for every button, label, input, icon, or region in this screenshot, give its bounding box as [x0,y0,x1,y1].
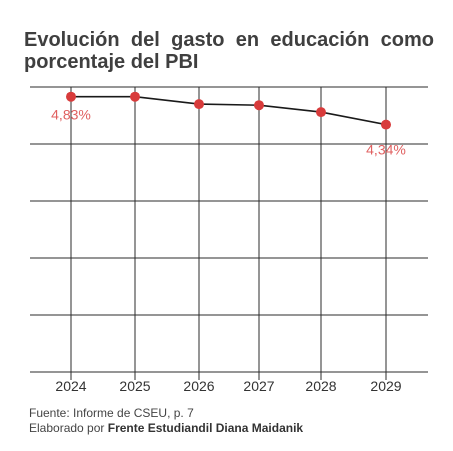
data-point-2029 [381,119,391,130]
chart-footer: Fuente: Informe de CSEU, p. 7 Elaborado … [29,406,303,436]
grid-lines [30,86,428,380]
series-line [71,95,387,126]
data-point-2027 [254,100,264,111]
data-label-2024: 4,83% [51,107,91,123]
source-note: Fuente: Informe de CSEU, p. 7 [29,406,194,420]
credit-name: Frente Estudiandil Diana Maidanik [107,421,304,435]
x-tick-label-2027: 2027 [243,378,274,394]
x-tick-label-2024: 2024 [55,378,86,394]
credit-prefix: Elaborado por [29,421,105,435]
x-tick-label-2028: 2028 [305,378,336,394]
x-tick-label-2025: 2025 [119,378,150,394]
data-point-2026 [194,99,204,110]
x-tick-label-2029: 2029 [370,378,401,394]
data-point-2028 [316,107,326,118]
data-labels: 4,83% 4,34% [51,107,406,158]
data-points [66,91,391,130]
x-axis-ticks: 2024 2025 2026 2027 2028 2029 [55,378,401,394]
data-point-2025 [130,91,140,102]
data-label-2029: 4,34% [366,142,406,158]
series-line-layer [71,95,387,126]
credit-note: Elaborado por Frente Estudiandil Diana M… [29,421,303,436]
chart-title: Evolución del gasto en educación como po… [24,29,434,73]
data-point-2024 [66,91,76,102]
x-tick-label-2026: 2026 [183,378,214,394]
